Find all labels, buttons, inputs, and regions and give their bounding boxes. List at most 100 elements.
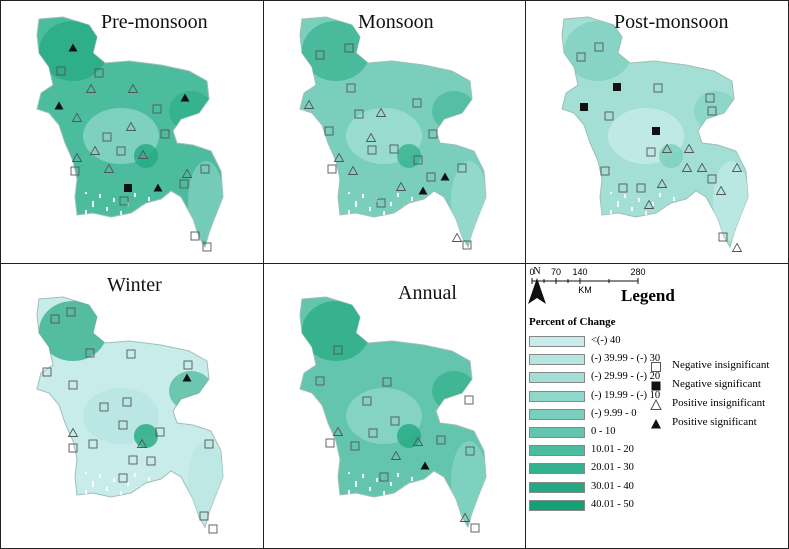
delta-island xyxy=(347,491,351,495)
delta-island xyxy=(347,489,351,493)
station-pos-sig-marker xyxy=(180,93,190,102)
delta-island xyxy=(91,200,95,204)
delta-island xyxy=(98,475,102,479)
legend-class-label: 30.01 - 40 xyxy=(591,480,634,492)
station-pos-ins-marker xyxy=(643,199,655,209)
delta-island xyxy=(98,195,102,199)
station-pos-ins-marker xyxy=(459,512,471,522)
station-neg-ins-marker xyxy=(99,402,109,412)
station-neg-ins-marker xyxy=(118,420,128,430)
delta-island xyxy=(105,486,109,490)
station-neg-ins-marker xyxy=(354,109,364,119)
legend-swatch xyxy=(529,499,585,511)
delta-island xyxy=(665,205,669,209)
gradient-zone xyxy=(39,301,107,361)
delta-island xyxy=(396,474,400,478)
station-pos-ins-marker xyxy=(333,152,345,162)
delta-island xyxy=(665,207,669,211)
legend-class-label: <(-) 40 xyxy=(591,335,621,346)
station-neg-ins-marker xyxy=(412,98,422,108)
delta-island xyxy=(354,482,358,486)
delta-island xyxy=(354,204,358,208)
station-neg-ins-marker xyxy=(379,472,389,482)
gradient-zone xyxy=(302,301,370,361)
station-pos-ins-marker xyxy=(71,112,83,122)
map-monsoon xyxy=(299,16,487,250)
delta-island xyxy=(623,193,627,197)
station-neg-ins-marker xyxy=(462,240,472,250)
station-neg-ins-marker xyxy=(327,164,337,174)
delta-island xyxy=(112,477,116,481)
panel-monsoon: Monsoon xyxy=(263,0,526,264)
delta-island xyxy=(91,482,95,486)
panel-title-annual: Annual xyxy=(398,282,457,304)
delta-island xyxy=(389,203,393,207)
station-neg-ins-marker xyxy=(315,50,325,60)
panel-title-post-monsoon: Post-monsoon xyxy=(614,11,729,33)
station-pos-ins-marker xyxy=(303,99,315,109)
delta-island xyxy=(382,212,386,216)
station-pos-ins-marker xyxy=(103,163,115,173)
delta-island xyxy=(140,487,144,491)
delta-island xyxy=(375,477,379,481)
gradient-zone xyxy=(432,371,476,411)
station-neg-ins-marker xyxy=(315,376,325,386)
legend-swatch xyxy=(529,354,585,366)
station-neg-ins-marker xyxy=(56,66,66,76)
station-neg-ins-marker xyxy=(470,523,480,533)
station-neg-ins-marker xyxy=(428,129,438,139)
station-neg-ins-marker xyxy=(707,174,717,184)
station-pos-ins-marker xyxy=(375,107,387,117)
legend-swatch xyxy=(529,481,585,493)
delta-island xyxy=(630,206,634,210)
panel-winter: Winter xyxy=(0,263,264,549)
scale-tick-label: 0 xyxy=(529,267,534,277)
delta-island xyxy=(630,208,634,212)
station-neg-ins-marker xyxy=(324,126,334,136)
delta-island xyxy=(609,191,613,195)
legend-class-label: 0 - 10 xyxy=(591,426,616,437)
delta-island xyxy=(84,489,88,493)
station-neg-ins-marker xyxy=(116,146,126,156)
delta-island xyxy=(84,491,88,495)
station-pos-ins-marker xyxy=(656,178,668,188)
scale-tick-label: 70 xyxy=(551,267,561,277)
legend-swatch xyxy=(529,445,585,457)
station-neg-ins-marker xyxy=(70,166,80,176)
delta-island xyxy=(84,191,88,195)
station-neg-ins-marker xyxy=(376,198,386,208)
delta-island xyxy=(140,485,144,489)
station-neg-ins-marker xyxy=(50,314,60,324)
station-neg-ins-marker xyxy=(146,456,156,466)
delta-island xyxy=(389,201,393,205)
gradient-zone xyxy=(432,91,476,131)
delta-island xyxy=(658,192,662,196)
delta-island xyxy=(91,204,95,208)
station-neg-ins-marker xyxy=(389,144,399,154)
delta-island xyxy=(133,192,137,196)
delta-island xyxy=(609,211,613,215)
delta-island xyxy=(382,210,386,214)
delta-island xyxy=(347,211,351,215)
delta-island xyxy=(354,480,358,484)
delta-island xyxy=(147,198,151,202)
legend-symbol-label: Negative insignificant xyxy=(672,359,770,371)
delta-island xyxy=(126,481,130,485)
station-neg-ins-marker xyxy=(128,455,138,465)
station-neg-ins-marker xyxy=(68,443,78,453)
delta-island xyxy=(347,471,351,475)
delta-island xyxy=(403,487,407,491)
delta-island xyxy=(616,200,620,204)
delta-island xyxy=(126,483,130,487)
delta-island xyxy=(105,208,109,212)
station-pos-ins-marker xyxy=(451,232,463,242)
map-annual xyxy=(299,296,487,533)
delta-island xyxy=(133,472,137,476)
station-neg-sig-marker xyxy=(124,184,132,192)
delta-island xyxy=(133,474,137,478)
delta-island xyxy=(403,205,407,209)
station-pos-ins-marker xyxy=(412,436,424,446)
legend-swatch xyxy=(529,463,585,475)
north-arrow-icon: N xyxy=(528,266,546,304)
station-pos-ins-marker xyxy=(715,185,727,195)
